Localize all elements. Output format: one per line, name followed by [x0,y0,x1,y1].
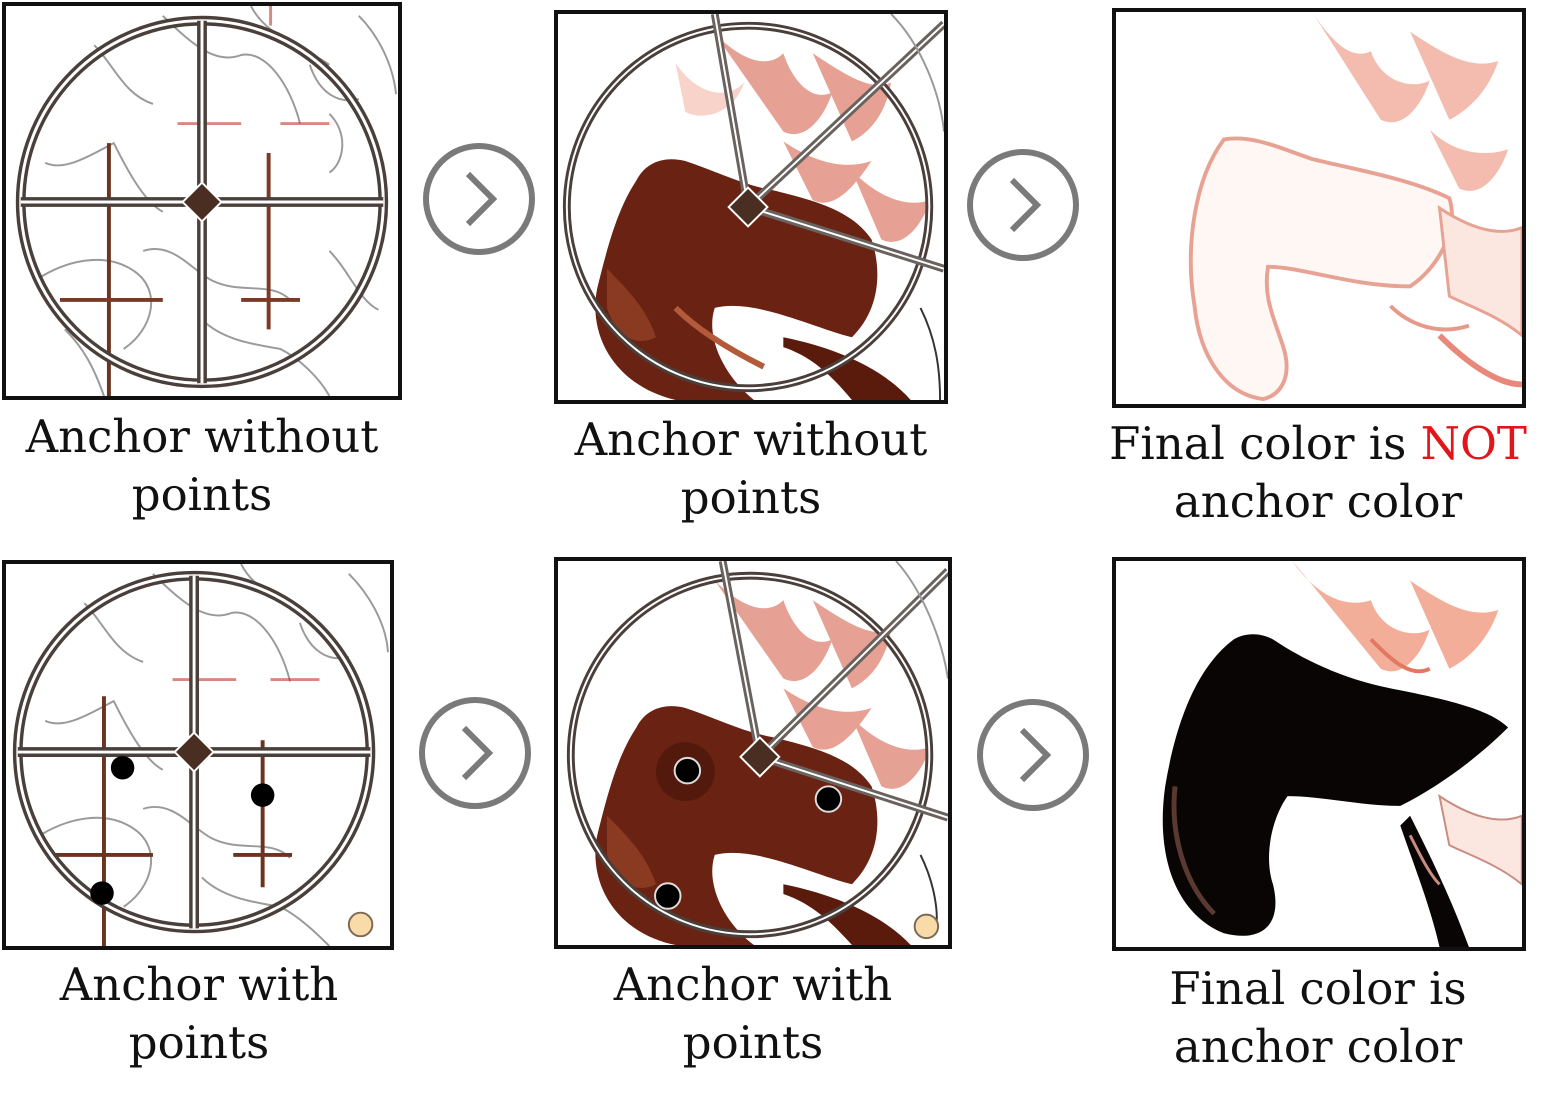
panel-top-final [1112,8,1526,408]
final-pale-image [1188,12,1522,402]
caption-line: anchor color [1173,475,1463,528]
caption-line: points [680,471,822,524]
dot-point-icon [654,882,682,910]
caption-top-2: Anchor without points [541,411,961,527]
diamond-anchor-icon [173,731,215,773]
dot-point-icon [814,785,843,813]
panel-top-anchor-sketch [2,2,402,400]
panel-bottom-anchor-colored [554,557,952,949]
caption-line: anchor color [1173,1020,1463,1073]
sketch-crosshair-image [15,6,397,396]
diamond-anchor-icon [727,186,769,228]
diamond-anchor-icon [739,736,781,778]
dot-point-icon [673,756,702,785]
caption-line: Anchor without [25,410,379,463]
caption-line: Final color is [1169,962,1467,1015]
caption-bottom-2: Anchor with points [543,956,963,1072]
caption-bottom-3: Final color is anchor color [1108,960,1528,1076]
caption-emphasis-not: NOT [1420,417,1527,470]
caption-line: Anchor with [613,958,893,1011]
caption-line: Anchor with [59,958,339,1011]
dot-point-icon [347,911,374,938]
caption-prefix: Final color is [1109,417,1421,470]
panel-top-anchor-colored [554,10,948,404]
caption-line: Anchor without [574,413,928,466]
final-black-image [1162,561,1522,947]
panel-bottom-anchor-sketch [2,560,394,950]
chevron-right-circle-icon [967,149,1079,261]
chevron-right-circle-icon [423,143,535,255]
dot-point-icon [913,913,940,940]
caption-top-3: Final color is NOT anchor color [1108,415,1528,531]
colored-anchor-points-image [566,561,948,945]
sketch-crosshair-points-image [12,564,389,946]
caption-bottom-1: Anchor with points [0,956,409,1072]
chevron-right-circle-icon [977,699,1089,811]
diamond-anchor-icon [181,181,223,223]
caption-line: Final color is NOT [1108,415,1528,473]
caption-line: points [682,1016,824,1069]
panel-bottom-final [1112,557,1526,951]
colored-anchor-image [562,14,944,400]
caption-line: points [128,1016,270,1069]
dot-point-icon [110,755,135,780]
caption-top-1: Anchor without points [0,408,412,524]
dot-point-icon [250,783,275,807]
dot-point-icon [90,881,114,905]
chevron-right-circle-icon [419,697,531,809]
caption-line: points [131,468,273,521]
